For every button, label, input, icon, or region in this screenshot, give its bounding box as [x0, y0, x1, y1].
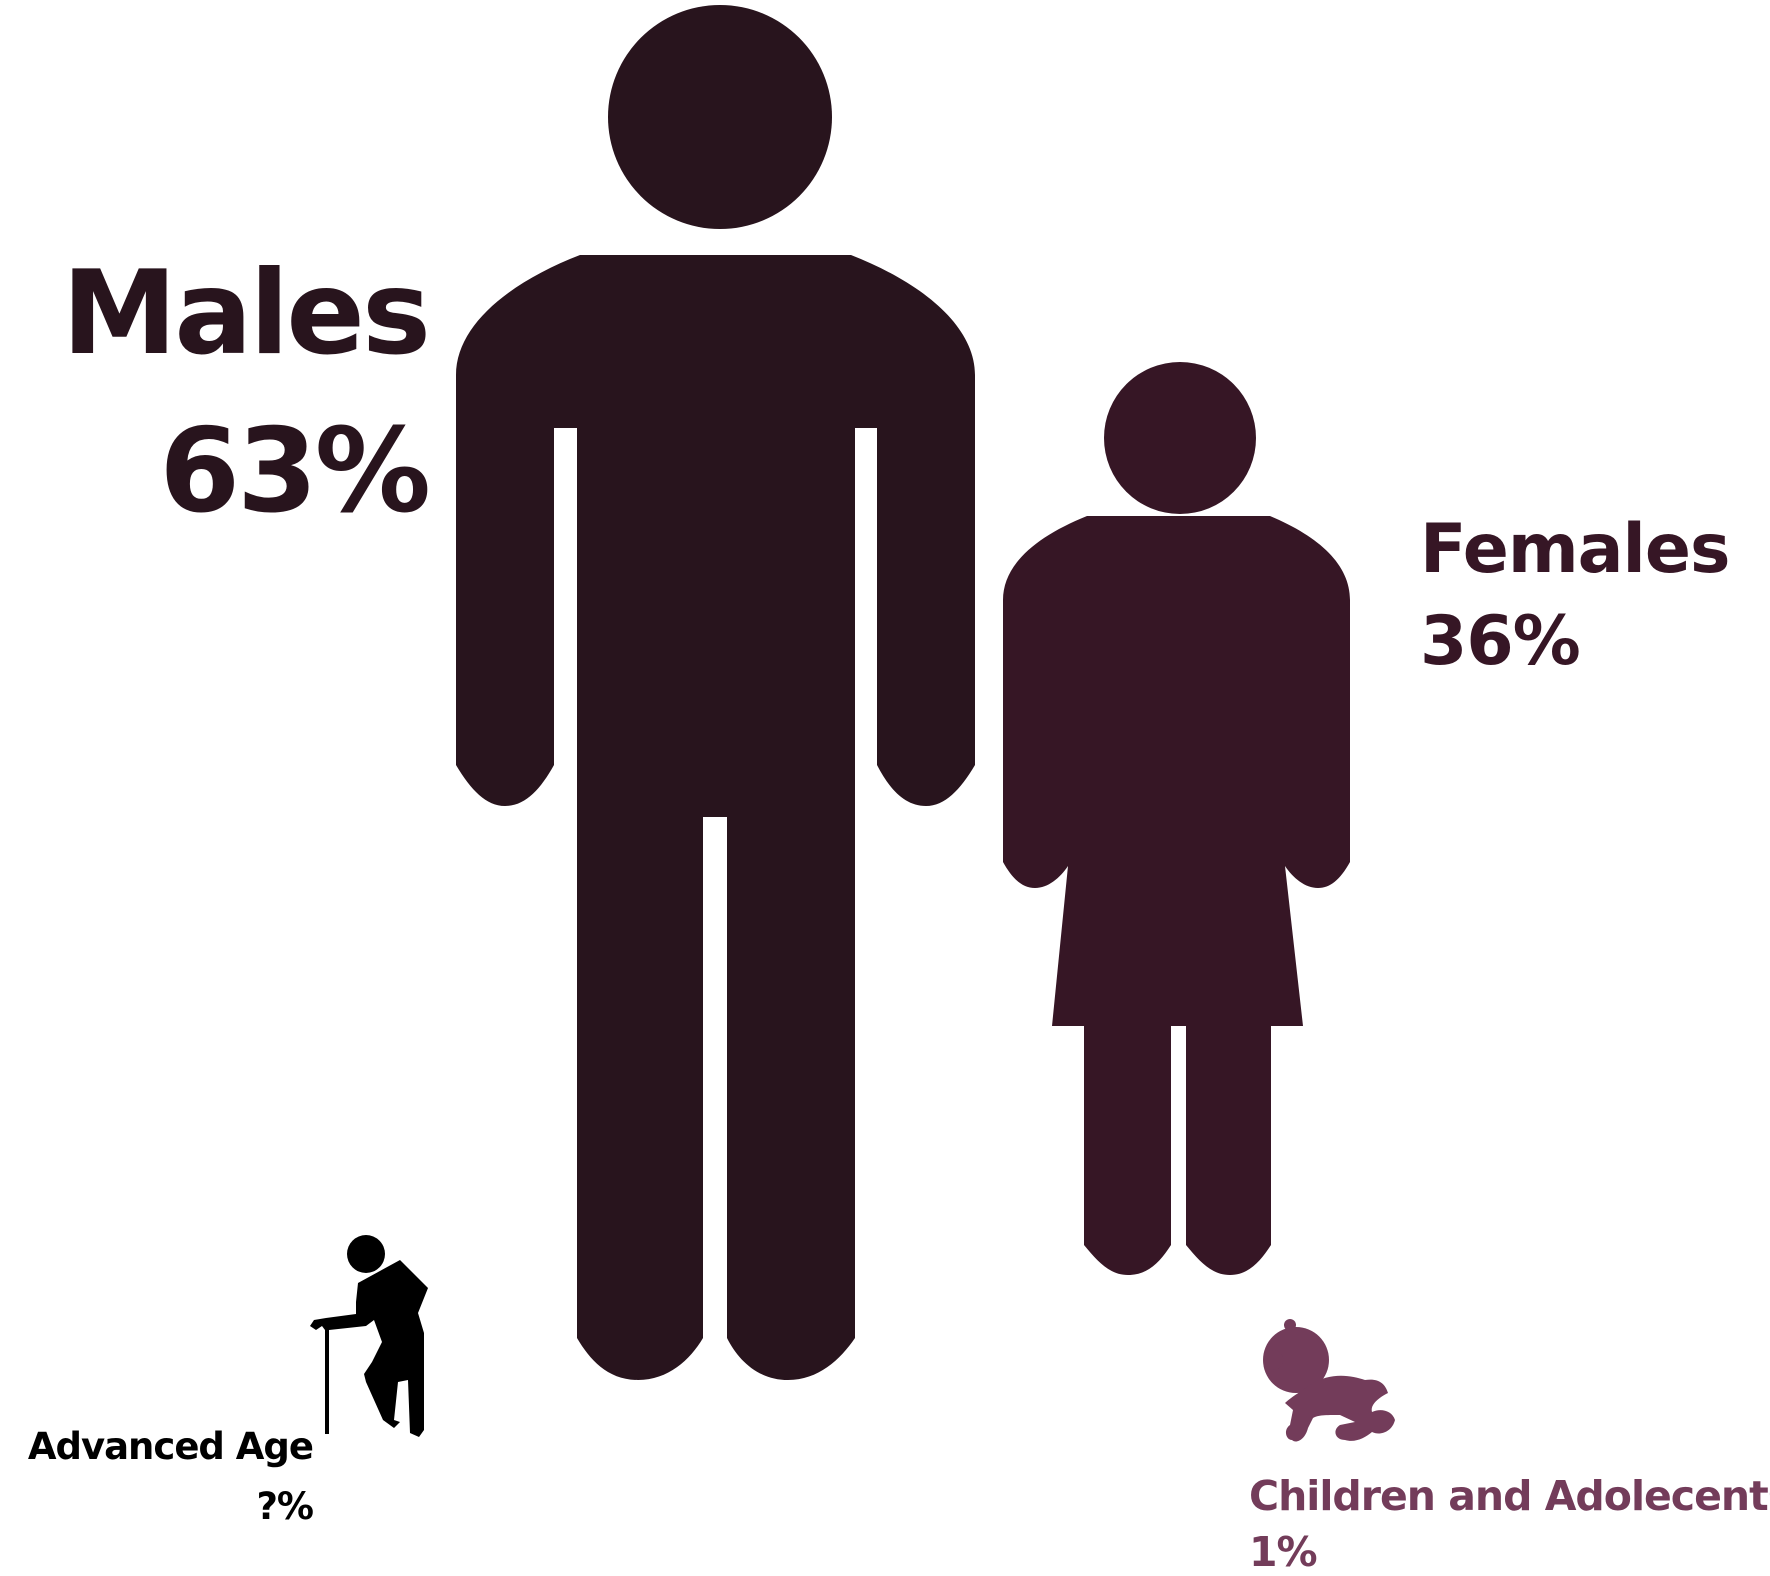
males-label: Males [61, 246, 431, 381]
females-percentage: 36% [1420, 602, 1581, 681]
baby-head [1263, 1327, 1329, 1393]
children-label: Children and Adolecents [1249, 1472, 1770, 1520]
advanced-age-label: Advanced Age [27, 1425, 314, 1468]
woman-icon [1003, 362, 1350, 1275]
man-head [608, 5, 832, 229]
advanced-age-percentage: ?% [256, 1485, 314, 1528]
elder-head [347, 1235, 385, 1273]
baby-body [1285, 1375, 1395, 1442]
elder-body [310, 1260, 428, 1437]
elderly-person-with-cane-icon [310, 1235, 428, 1437]
children-percentage: 1% [1249, 1528, 1318, 1576]
woman-body [1003, 516, 1350, 1275]
woman-head [1104, 362, 1256, 514]
females-label: Females [1420, 510, 1730, 589]
baby-cheek [1265, 1350, 1283, 1370]
crawling-baby-icon [1263, 1319, 1395, 1442]
males-percentage: 63% [159, 404, 431, 539]
man-body [456, 255, 975, 1380]
man-icon [456, 5, 975, 1380]
